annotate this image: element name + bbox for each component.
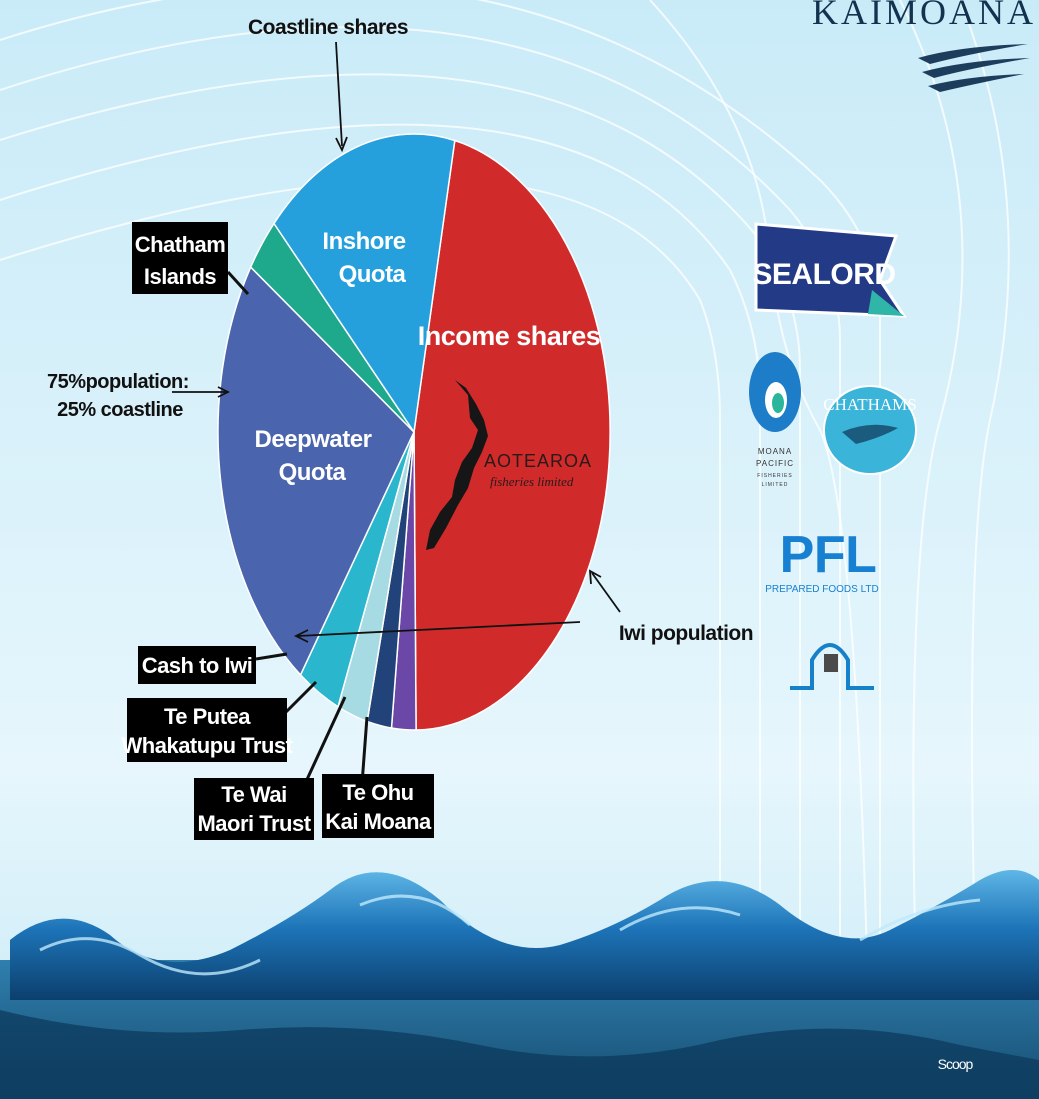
te-wai-maori-box [194, 778, 314, 840]
new-zealand-map-icon [426, 380, 488, 550]
te-ohu-box [322, 774, 434, 838]
arch-logo [790, 643, 874, 690]
population-label-line1: 75%population: [47, 371, 189, 393]
wave-icon [922, 58, 1030, 78]
iwi-population-leader [297, 621, 581, 637]
te-putea-box [127, 698, 287, 762]
tewai-leader [302, 696, 347, 787]
water-footer: Scoop [0, 870, 1039, 1099]
moana-text-2: PACIFIC [756, 459, 794, 468]
chatham-islands-label-line1: Chatham [135, 232, 226, 257]
income-shares-label: Income shares [418, 321, 601, 351]
sealord-text: SEALORD [752, 258, 895, 291]
background-arc [899, 0, 964, 1099]
cash-leader [255, 652, 288, 661]
brand-name: KAIMOANA [812, 0, 1036, 32]
chatham-islands-box [132, 222, 228, 294]
te-ohu-label-line1: Te Ohu [342, 780, 413, 805]
pie-slice-income-shares [413, 139, 611, 731]
background-arc [0, 178, 721, 1099]
iwi-population-label: Iwi population [619, 622, 753, 645]
slice-labels: Income shares Inshore Quota Deepwater Qu… [255, 228, 601, 486]
deepwater-quota-label-line1: Deepwater [255, 426, 372, 453]
wave-shadow [0, 1010, 1039, 1099]
inshore-quota-label-line1: Inshore [322, 228, 405, 255]
moana-pacific-logo: MOANA PACIFIC FISHERIES LIMITED [749, 352, 801, 488]
te-wai-maori-label-line1: Te Wai [221, 782, 286, 807]
teohu-leader [360, 716, 369, 785]
moana-pacific-icon-core [772, 393, 784, 413]
population-label-line2: 25% coastline [57, 399, 183, 421]
sealord-flag-icon [754, 222, 907, 318]
pfl-subtitle: PREPARED FOODS LTD [765, 584, 879, 595]
wave-icon [928, 74, 1024, 92]
chathams-text: CHATHAMS [823, 395, 917, 414]
kaimoana-brand: KAIMOANA [812, 0, 1036, 92]
te-putea-label-line1: Te Putea [164, 704, 251, 729]
pfl-logo: PFL PREPARED FOODS LTD [765, 526, 879, 595]
putea-leader [284, 680, 318, 714]
chatham-leader [226, 270, 250, 296]
te-putea-label-line2: Whakatupu Trust [122, 733, 294, 758]
cash-to-iwi-label: Cash to Iwi [142, 653, 253, 678]
moana-text-3: FISHERIES [757, 473, 792, 479]
scoop-watermark: Scoop [938, 1056, 974, 1072]
crayfish-icon [842, 424, 898, 444]
iwi-population-arrowhead [588, 569, 602, 585]
wave-icon [918, 44, 1028, 64]
cash-to-iwi-arrowhead [293, 629, 309, 643]
aotearoa-logo-text: AOTEAROA [484, 451, 592, 471]
aotearoa-fisheries-logo: AOTEAROA fisheries limited [426, 380, 592, 550]
coastline-shares-label: Coastline shares [248, 16, 408, 39]
moana-text-4: LIMITED [762, 482, 789, 488]
pie-chart [217, 133, 611, 731]
arrows [172, 41, 621, 787]
iwi-population-arrow [591, 572, 621, 613]
annotations: Coastline shares 75%population: 25% coas… [47, 16, 754, 645]
background-arc [0, 123, 761, 1099]
chathams-logo: CHATHAMS [823, 385, 917, 475]
coastline-arrow [335, 41, 343, 147]
fisheries-logo-text: fisheries limited [490, 474, 574, 489]
moana-text-1: MOANA [758, 447, 792, 456]
te-ohu-label-line2: Kai Moana [325, 809, 432, 834]
pie-slice-inshore-quota [273, 133, 456, 435]
background-arc [649, 0, 871, 1099]
arch-door-icon [824, 654, 838, 672]
coastline-arrowhead [335, 136, 348, 153]
wave-crests [10, 870, 1039, 1000]
wave-highlight [39, 894, 981, 976]
background-arc [959, 0, 1010, 1099]
population-arrowhead [217, 386, 231, 398]
te-wai-maori-label-line2: Maori Trust [197, 811, 311, 836]
cash-to-iwi-box [138, 646, 256, 684]
sealord-logo: SEALORD [752, 222, 907, 318]
pie-slice-deepwater-quota [217, 265, 415, 677]
pfl-text: PFL [780, 526, 877, 584]
deepwater-quota-label-line2: Quota [279, 459, 347, 486]
sealord-flag-tail-icon [868, 290, 904, 316]
callouts: Chatham Islands Cash to Iwi Te Putea Wha… [122, 222, 434, 840]
arch-icon [790, 643, 874, 690]
inshore-quota-label-line2: Quota [339, 261, 407, 288]
chatham-islands-label-line2: Islands [144, 264, 217, 289]
